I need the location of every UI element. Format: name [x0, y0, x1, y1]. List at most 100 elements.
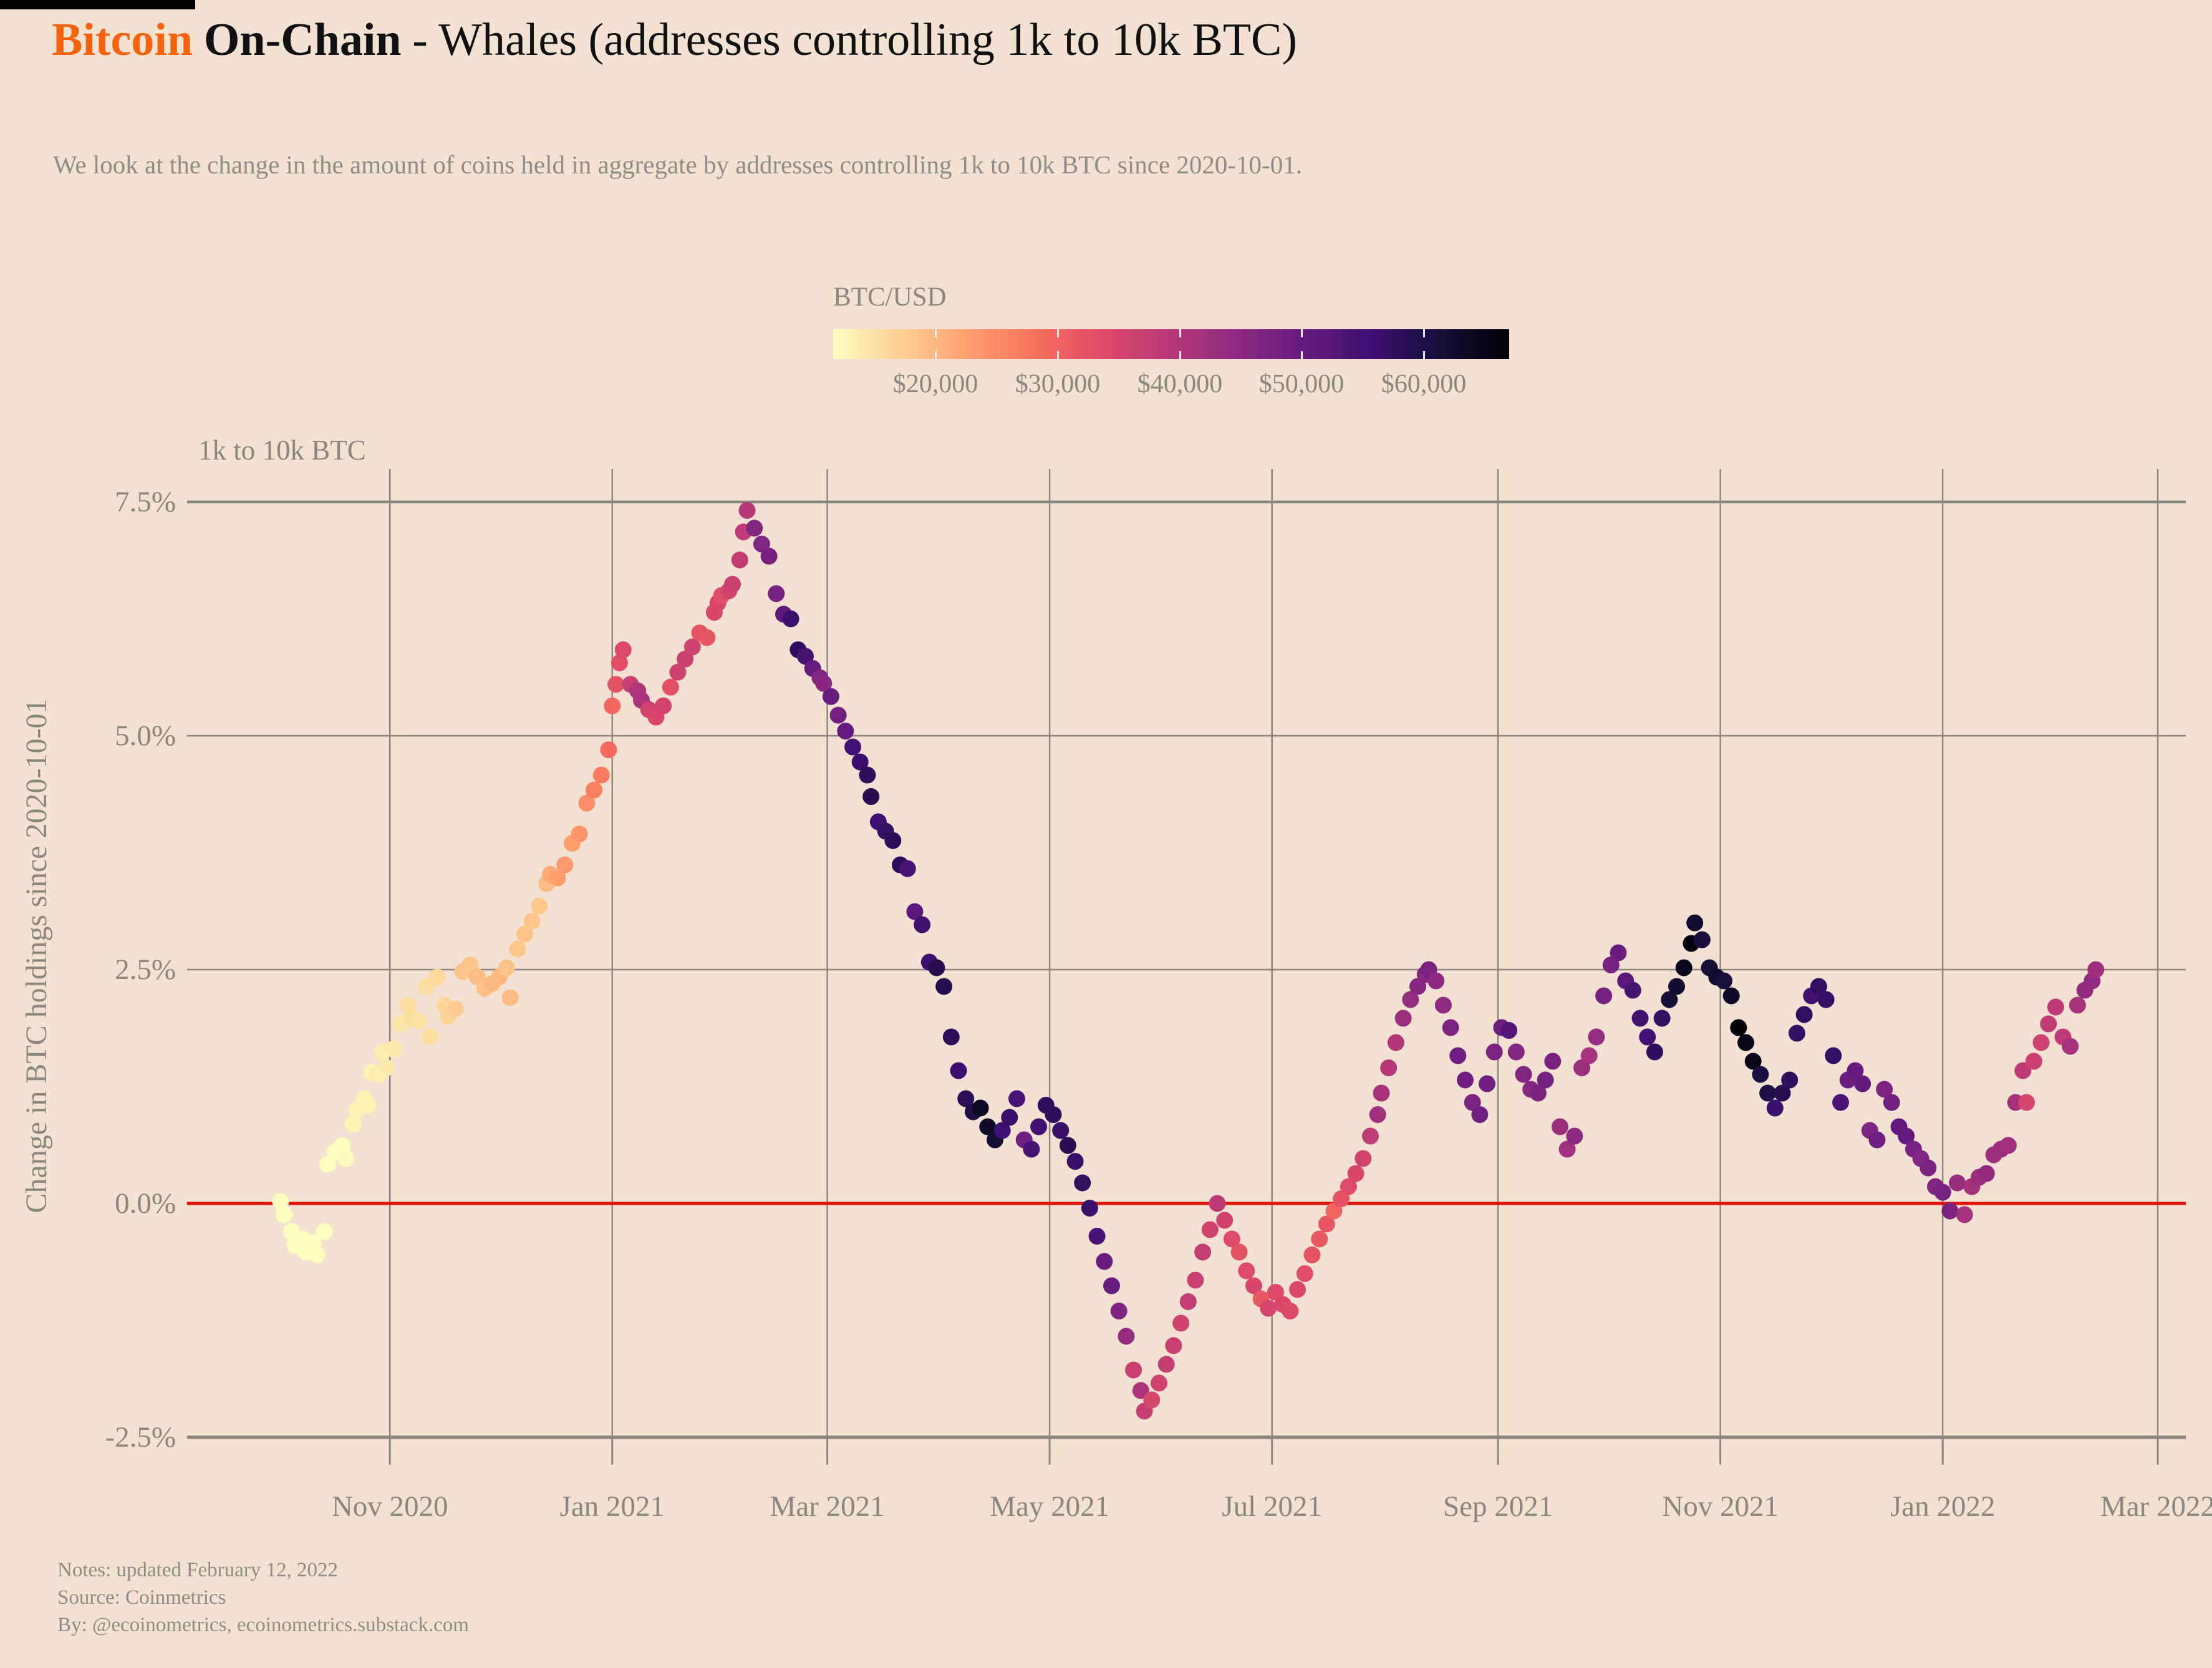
scatter-point — [531, 897, 548, 915]
scatter-point — [410, 1013, 428, 1029]
scatter-point — [698, 629, 716, 646]
scatter-point — [1187, 1271, 1204, 1289]
scatter-point — [316, 1223, 333, 1240]
scatter-point — [272, 1193, 289, 1210]
scatter-point — [1920, 1159, 1937, 1177]
x-tick-label: Mar 2022 — [2100, 1490, 2212, 1523]
scatter-point — [1311, 1230, 1328, 1248]
scatter-point — [1573, 1059, 1590, 1076]
scatter-point — [2062, 1038, 2079, 1055]
scatter-point — [1610, 944, 1627, 962]
scatter-point — [1639, 1028, 1656, 1046]
y-axis-title: Change in BTC holdings since 2020-10-01 — [20, 698, 53, 1213]
colorbar-tick-label: $50,000 — [1258, 370, 1345, 398]
scatter-point — [1209, 1195, 1226, 1212]
scatter-point — [1464, 1094, 1481, 1111]
scatter-point — [1544, 1053, 1562, 1070]
scatter-point — [1110, 1303, 1128, 1319]
scatter-point — [1500, 1022, 1518, 1039]
scatter-point — [523, 912, 541, 930]
scatter-point — [1103, 1277, 1120, 1294]
scatter-point — [1722, 987, 1740, 1005]
scatter-point — [1868, 1131, 1886, 1149]
colorbar-tick-label: $30,000 — [1015, 370, 1101, 398]
x-tick-label: Mar 2021 — [770, 1490, 885, 1523]
scatter-point — [1201, 1221, 1219, 1238]
scatter-point — [1165, 1337, 1182, 1354]
scatter-point — [1795, 1006, 1813, 1023]
scatter-point — [1883, 1094, 1900, 1111]
scatter-point — [1580, 1047, 1598, 1064]
scatter-point — [1949, 1174, 1966, 1192]
colorbar-tick-mark — [935, 329, 937, 337]
x-tick-label: Sep 2021 — [1443, 1490, 1553, 1523]
x-tick-label: Jan 2021 — [560, 1490, 665, 1523]
scatter-point — [829, 706, 847, 724]
scatter-point — [549, 869, 566, 887]
scatter-point — [655, 697, 672, 715]
scatter-point — [844, 738, 861, 756]
subtitle: We look at the change in the amount of c… — [53, 150, 1302, 179]
scatter-point — [1059, 1137, 1076, 1154]
scatter-point — [906, 903, 924, 920]
scatter-point — [1485, 1043, 1503, 1061]
scatter-point — [1752, 1066, 1769, 1083]
colorbar-tick-label: $60,000 — [1381, 370, 1467, 398]
scatter-point — [345, 1116, 362, 1132]
scatter-point — [724, 576, 741, 593]
scatter-point — [1566, 1127, 1583, 1145]
scatter-point — [815, 675, 833, 692]
colorbar-tick-labels: $20,000 $30,000 $40,000 $50,000 $60,000 — [833, 359, 1509, 403]
scatter-point — [1172, 1314, 1190, 1332]
scatter-point — [1260, 1299, 1277, 1317]
scatter-point — [935, 978, 953, 995]
scatter-point — [501, 989, 519, 1006]
scatter-point — [957, 1090, 975, 1107]
scatter-point — [1282, 1303, 1299, 1319]
scatter-point — [319, 1155, 337, 1173]
scatter-point — [760, 547, 778, 565]
scatter-point — [1125, 1361, 1142, 1379]
notes-updated: Notes: updated February 12, 2022 — [57, 1559, 338, 1581]
scatter-point — [592, 766, 610, 784]
scatter-point — [669, 663, 687, 681]
scatter-point — [1471, 1106, 1489, 1123]
scatter-point — [1409, 978, 1426, 995]
scatter-point — [556, 856, 574, 874]
scatter-point — [1774, 1084, 1791, 1102]
scatter-point — [2069, 996, 2086, 1014]
scatter-point — [1766, 1099, 1784, 1117]
scatter-point — [1289, 1281, 1306, 1298]
scatter-point — [578, 794, 596, 812]
scatter-point — [2040, 1015, 2057, 1033]
scatter-point — [1045, 1106, 1062, 1123]
scatter-point — [1402, 991, 1419, 1008]
scatter-point — [837, 723, 854, 740]
scatter-point — [1347, 1165, 1364, 1182]
axis-labels: Nov 2020 Jan 2021 Mar 2021 May 2021 Jul 2021… — [105, 486, 2212, 1523]
scatter-point — [611, 654, 628, 672]
scatter-point — [1216, 1212, 1234, 1229]
scatter-point — [1788, 1024, 1805, 1042]
scatter-point — [993, 1122, 1011, 1139]
scatter-point — [1151, 1374, 1167, 1392]
scatter-point — [1081, 1200, 1098, 1217]
y-tick-label: 5.0% — [115, 720, 176, 752]
scatter-point — [1369, 1106, 1386, 1123]
scatter-point — [571, 826, 588, 842]
scatter-point — [662, 678, 679, 696]
scatter-point — [683, 639, 701, 655]
scatter-point — [498, 959, 515, 976]
scatter-point — [1588, 1028, 1605, 1046]
scatter-point — [1602, 957, 1620, 973]
scatter-point — [972, 1099, 989, 1117]
scatter-point — [2025, 1053, 2042, 1070]
scatter-point — [337, 1150, 355, 1167]
scatter-point — [359, 1097, 377, 1114]
title-whales: - Whales (addresses controlling 1k to 10… — [412, 14, 1298, 65]
scatter-point — [334, 1137, 351, 1154]
x-tick-label: May 2021 — [990, 1490, 1109, 1523]
scatter-point — [385, 1041, 402, 1058]
colorbar-tick-mark — [935, 351, 937, 359]
y-tick-label: 2.5% — [115, 953, 176, 986]
